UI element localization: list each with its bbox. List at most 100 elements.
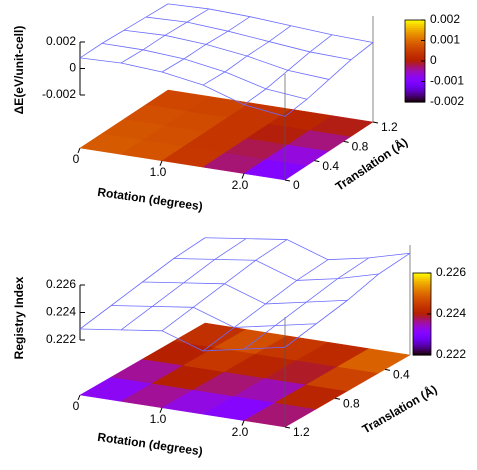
- colorbar-step: [413, 297, 431, 301]
- colorbar-step: [405, 26, 425, 29]
- y-axis-label: Translation (Å): [359, 381, 439, 436]
- colorbar-step: [405, 58, 425, 62]
- wire-line: [202, 259, 329, 352]
- colorbar-step: [413, 324, 431, 327]
- wire-line: [284, 252, 411, 348]
- colorbar-tick-label: 0: [430, 53, 437, 67]
- colorbar-step: [405, 20, 425, 23]
- colorbar-step: [405, 85, 425, 89]
- wire-line: [284, 42, 374, 117]
- wire-line: [202, 25, 292, 86]
- x-axis-label: Rotation (degrees): [97, 185, 204, 214]
- colorbar-step: [405, 71, 425, 74]
- wire-line: [111, 305, 317, 328]
- colorbar-step: [413, 277, 431, 280]
- colorbar-tick-label: -0.001: [430, 74, 464, 88]
- z-tick-label: 0.222: [46, 332, 76, 346]
- wire-line: [167, 3, 374, 43]
- colorbar-step: [405, 22, 425, 25]
- colorbar-step: [405, 32, 425, 35]
- x-tick-label: 2.0: [232, 178, 249, 192]
- colorbar-step: [413, 340, 431, 344]
- wire-line: [79, 328, 286, 352]
- colorbar-step: [413, 342, 431, 346]
- wire-line: [204, 237, 411, 261]
- colorbar-step: [405, 61, 425, 64]
- wire-line: [161, 16, 251, 73]
- x-axis-label: Rotation (degrees): [97, 430, 204, 459]
- colorbar-step: [413, 332, 431, 336]
- x-tick-label: 1.0: [150, 165, 167, 179]
- colorbar-step: [405, 54, 425, 58]
- x-tick: [77, 394, 81, 401]
- colorbar-tick-label: 0.001: [430, 33, 460, 47]
- colorbar-step: [405, 65, 425, 68]
- y-axis-label: Translation (Å): [332, 134, 410, 193]
- colorbar-step: [405, 89, 425, 93]
- colorbar-step: [405, 40, 425, 44]
- colorbar-step: [405, 34, 425, 37]
- colorbar-step: [413, 305, 431, 309]
- wire-line: [120, 238, 247, 331]
- x-tick: [77, 147, 81, 154]
- wire-line: [79, 57, 286, 117]
- colorbar-step: [405, 67, 425, 70]
- wire-line: [101, 43, 308, 100]
- colorbar-step: [413, 318, 431, 321]
- y-tick-label: 0.4: [393, 368, 410, 382]
- colorbar-step: [413, 348, 431, 352]
- wire-line: [123, 29, 330, 80]
- colorbar-step: [413, 293, 431, 297]
- colorbar-step: [405, 69, 425, 72]
- y-tick: [314, 160, 320, 163]
- y-tick: [372, 121, 379, 124]
- colorbar-step: [413, 299, 431, 303]
- x-tick: [159, 160, 163, 166]
- colorbar-step: [413, 301, 431, 305]
- colorbar-step: [413, 346, 431, 350]
- y-tick-label: 1.2: [381, 120, 398, 134]
- colorbar-step: [413, 352, 431, 356]
- x-tick: [241, 420, 245, 426]
- wire-line: [79, 3, 169, 59]
- colorbar-step: [413, 279, 431, 282]
- x-tick-label: 1.0: [150, 412, 167, 426]
- wire-line: [173, 258, 379, 281]
- colorbar-step: [405, 42, 425, 46]
- colorbar-step: [413, 344, 431, 348]
- colorbar-step: [413, 314, 431, 317]
- colorbar-step: [413, 283, 431, 286]
- colorbar-step: [405, 56, 425, 60]
- x-tick: [159, 407, 163, 413]
- colorbar-step: [405, 91, 425, 95]
- colorbar-step: [405, 28, 425, 31]
- wire-line: [79, 237, 206, 330]
- colorbar-step: [413, 307, 431, 311]
- colorbar-step: [405, 75, 425, 78]
- colorbar-step: [405, 30, 425, 33]
- z-axis-label: Registry Index: [12, 276, 26, 359]
- colorbar-tick-label: 0.224: [436, 306, 466, 320]
- colorbar-step: [405, 52, 425, 56]
- y-tick: [343, 140, 349, 143]
- colorbar-step: [405, 46, 425, 50]
- colorbar-step: [413, 273, 431, 276]
- colorbar-step: [413, 316, 431, 319]
- z-tick-label: 0.224: [46, 305, 76, 319]
- y-tick-label: 1.2: [293, 425, 310, 439]
- z-axis-label: ΔE(eV/unit-cell): [12, 26, 26, 115]
- colorbar-step: [405, 44, 425, 48]
- colorbar-tick-label: 0.226: [436, 265, 466, 279]
- colorbar-step: [413, 281, 431, 284]
- colorbar-step: [413, 350, 431, 354]
- colorbar-step: [413, 334, 431, 338]
- wire-line: [142, 281, 348, 305]
- colorbar-step: [413, 275, 431, 278]
- y-tick: [284, 426, 291, 429]
- colorbar-step: [405, 73, 425, 76]
- wire-line: [243, 257, 370, 350]
- wire-line: [161, 239, 288, 332]
- surface-chart: 0 1.0 2.0 1.2 0.8 0.4 0.226 0.224 0.222 Rotation …: [12, 237, 466, 459]
- y-tick: [284, 179, 291, 182]
